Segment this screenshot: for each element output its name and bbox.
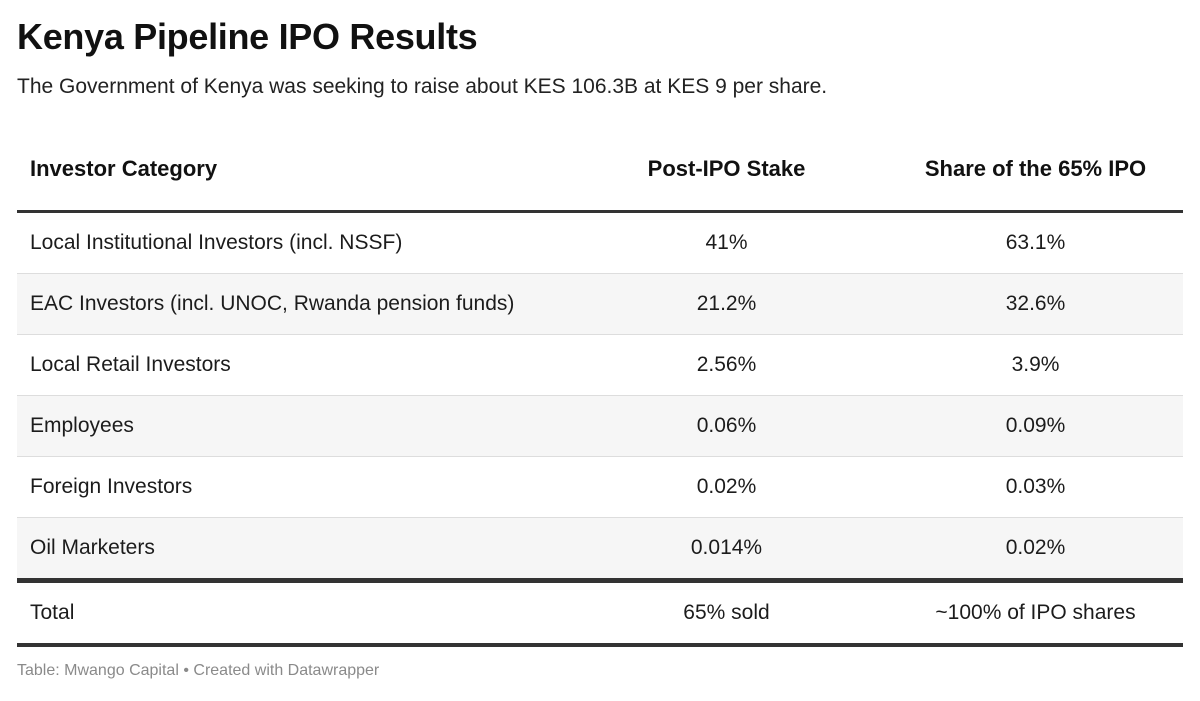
table-row: Oil Marketers 0.014% 0.02%: [17, 517, 1183, 581]
source-label[interactable]: Table: Mwango Capital: [17, 662, 179, 679]
table-row: EAC Investors (incl. UNOC, Rwanda pensio…: [17, 273, 1183, 335]
cell-investor-category: Local Retail Investors: [30, 353, 231, 376]
cell-share-of-ipo: 0.02%: [1005, 536, 1066, 559]
cell-investor-category: EAC Investors (incl. UNOC, Rwanda pensio…: [30, 292, 515, 315]
chart-container: Kenya Pipeline IPO Results The Governmen…: [17, 14, 1183, 647]
table-header-row: Investor Category Post-IPO Stake Share o…: [17, 138, 1183, 212]
total-label: Total: [30, 601, 75, 624]
table-row: Employees 0.06% 0.09%: [17, 395, 1183, 457]
chart-subtitle: The Government of Kenya was seeking to r…: [17, 75, 828, 98]
cell-post-ipo-stake: 2.56%: [696, 353, 757, 376]
table-total-row: Total 65% sold ~100% of IPO shares: [17, 580, 1183, 645]
table-row: Local Retail Investors 2.56% 3.9%: [17, 335, 1183, 396]
cell-post-ipo-stake: 0.02%: [696, 475, 757, 498]
chart-title: Kenya Pipeline IPO Results: [17, 16, 478, 57]
header-share-of-ipo[interactable]: Share of the 65% IPO: [924, 156, 1147, 181]
cell-post-ipo-stake: 0.014%: [690, 536, 763, 559]
source-footer: Table: Mwango Capital • Created with Dat…: [17, 662, 379, 680]
cell-share-of-ipo: 32.6%: [1005, 292, 1066, 315]
source-separator: •: [183, 662, 189, 679]
header-post-ipo-stake[interactable]: Post-IPO Stake: [647, 156, 806, 181]
cell-share-of-ipo: 0.03%: [1005, 475, 1066, 498]
total-share-of-ipo: ~100% of IPO shares: [935, 601, 1136, 624]
cell-post-ipo-stake: 0.06%: [696, 414, 757, 437]
cell-share-of-ipo: 3.9%: [1011, 353, 1060, 376]
cell-investor-category: Local Institutional Investors (incl. NSS…: [30, 231, 403, 254]
cell-post-ipo-stake: 41%: [705, 231, 748, 254]
table-row: Local Institutional Investors (incl. NSS…: [17, 212, 1183, 274]
total-post-ipo-stake: 65% sold: [683, 601, 770, 624]
cell-investor-category: Oil Marketers: [30, 536, 155, 559]
header-investor-category[interactable]: Investor Category: [30, 156, 218, 181]
table-row: Foreign Investors 0.02% 0.03%: [17, 457, 1183, 518]
cell-share-of-ipo: 0.09%: [1005, 414, 1066, 437]
cell-post-ipo-stake: 21.2%: [696, 292, 757, 315]
cell-investor-category: Foreign Investors: [30, 475, 193, 498]
cell-share-of-ipo: 63.1%: [1005, 231, 1066, 254]
results-table: Investor Category Post-IPO Stake Share o…: [17, 138, 1183, 647]
datawrapper-credit[interactable]: Created with Datawrapper: [193, 662, 380, 679]
cell-investor-category: Employees: [30, 414, 134, 437]
